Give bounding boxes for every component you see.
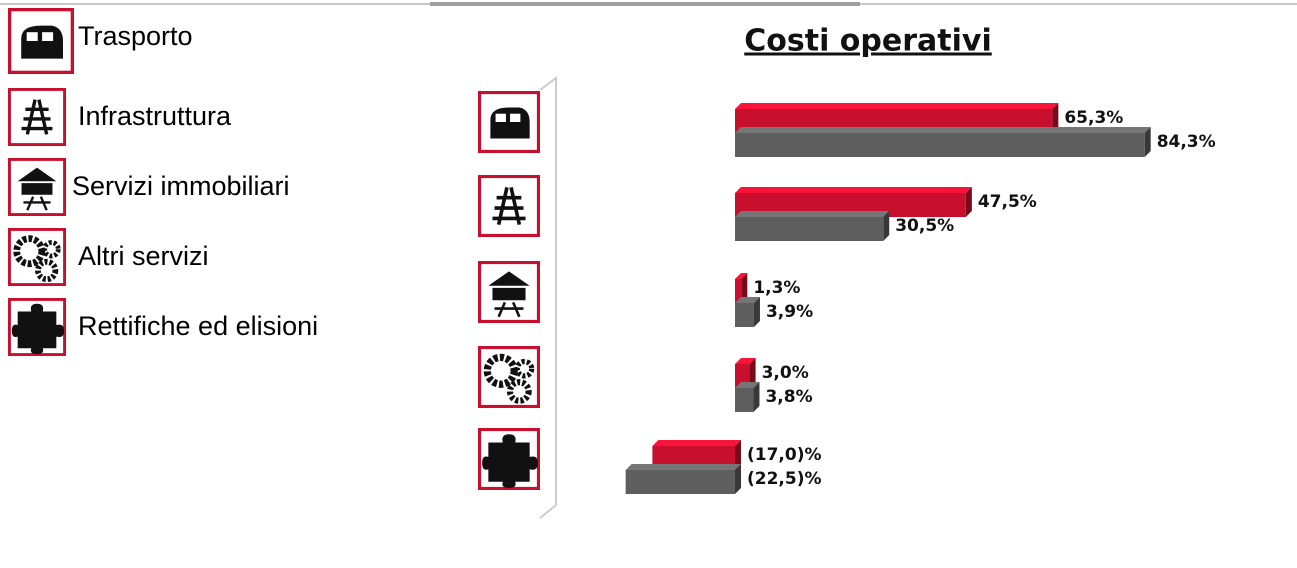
category-icon [478,261,540,323]
chart-title: Costi operativi [744,24,992,59]
bar [735,217,884,241]
value-label: 1,3% [753,278,800,298]
icon-building [17,167,57,195]
value-label: 84,3% [1157,132,1216,152]
bar-top [625,464,741,470]
icon-gear [506,379,532,404]
category-icon [8,88,67,147]
icon-window [510,113,521,122]
category-icon [8,228,67,287]
icon-rails [492,187,526,225]
icon-puzzle [482,434,538,488]
icon-gear [13,235,46,268]
category-icon [478,346,540,408]
bar-side [1144,127,1151,157]
category-icon [8,298,67,357]
legend-label: Servizi immobiliari [72,171,290,201]
bar-side [883,211,890,241]
icon-window [26,32,38,41]
bar-top [735,273,748,279]
icon-gear [514,358,535,379]
category-icon [8,158,67,217]
bar-top [735,358,756,364]
bar-top [735,187,972,193]
bar-top [735,103,1059,109]
icon-rails [23,196,51,211]
icon-train [21,25,63,59]
value-label: 3,8% [765,387,812,407]
value-label: 3,0% [762,363,809,383]
bar-side [741,273,748,303]
bar-top [735,211,890,217]
icon-rails [21,99,53,135]
category-icon [478,428,540,490]
icon-frame [8,88,67,147]
icon-window [495,113,506,122]
bar-top [652,440,741,446]
icon-gear [35,258,59,283]
legend-label: Infrastruttura [78,101,232,131]
icon-axis [539,76,557,519]
bar-side [753,297,760,327]
bar-side [1052,103,1059,133]
bar-top [735,297,760,303]
category-icon [8,8,75,75]
bar-side [735,440,741,470]
icon-puzzle [11,303,65,355]
value-label: 47,5% [978,192,1037,212]
legend-label: Rettifiche ed elisioni [78,311,318,341]
legend-label: Trasporto [78,21,193,51]
icon-window [42,32,54,41]
value-label: 30,5% [895,216,954,236]
bar-side [749,358,756,388]
icon-train [490,107,530,139]
bar [735,133,1145,157]
bar [735,279,742,303]
bar-top [735,382,760,388]
bar [625,470,735,494]
icon-frame [478,175,540,237]
bar-side [753,382,760,412]
bar-side [735,464,741,494]
value-label: 3,9% [766,302,813,322]
icon-gear [483,353,518,388]
icon-building [488,271,530,301]
value-label: (22,5)% [747,469,822,489]
category-icon [478,175,540,237]
category-icon [478,91,540,153]
value-label: 65,3% [1064,108,1123,128]
legend-label: Altri servizi [78,241,209,271]
bar [735,388,754,412]
bar [735,303,754,327]
bar-top [735,127,1151,133]
value-label: (17,0)% [747,445,822,465]
icon-rails [494,301,524,318]
bar-side [965,187,972,217]
